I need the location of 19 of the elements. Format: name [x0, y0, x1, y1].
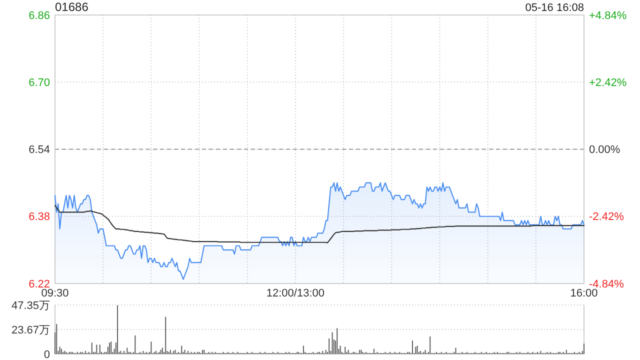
y2-tick-label: -2.42%: [589, 211, 624, 224]
chart-title: 01686: [55, 0, 89, 14]
y-tick-label: 6.22: [28, 278, 50, 290]
y-tick-label: 6.54: [28, 144, 50, 156]
y-tick-label: 0: [44, 348, 50, 360]
y-tick-label: 6.38: [28, 211, 50, 224]
y-tick-label: 47.35万: [11, 300, 50, 312]
x-tick-label: 16:00: [570, 288, 598, 300]
y2-tick-label: +2.42%: [589, 76, 627, 89]
y-tick-label: 23.67万: [11, 324, 50, 336]
y2-tick-label: +4.84%: [589, 10, 627, 22]
chart-subtitle: 05-16 16:08: [525, 2, 584, 14]
y-tick-label: 6.70: [28, 76, 50, 89]
y2-tick-label: -4.84%: [589, 278, 624, 290]
x-tick-label: 09:30: [41, 288, 69, 300]
y-tick-label: 6.86: [28, 10, 50, 22]
line-series: [54, 204, 585, 244]
y2-tick-label: 0.00%: [589, 144, 620, 156]
x-tick-label: 12:00/13:00: [266, 288, 325, 300]
